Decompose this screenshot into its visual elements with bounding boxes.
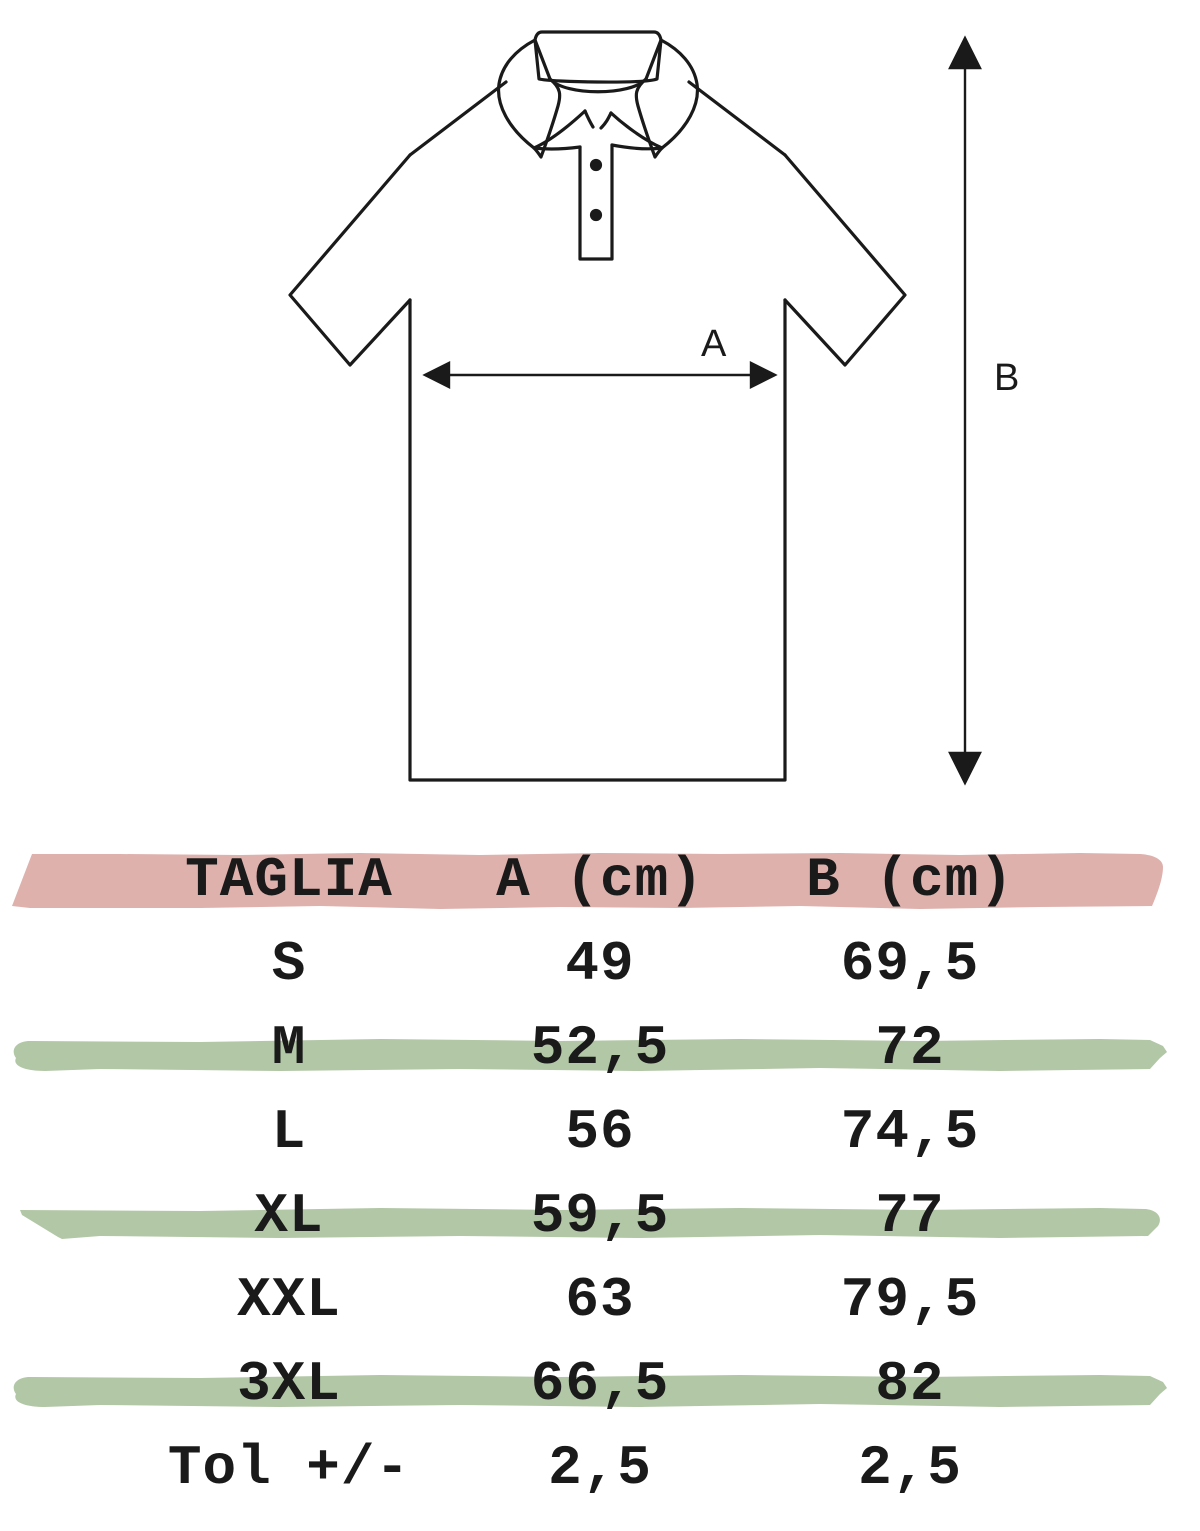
- svg-text:B: B: [994, 357, 1019, 399]
- svg-text:A: A: [701, 323, 727, 365]
